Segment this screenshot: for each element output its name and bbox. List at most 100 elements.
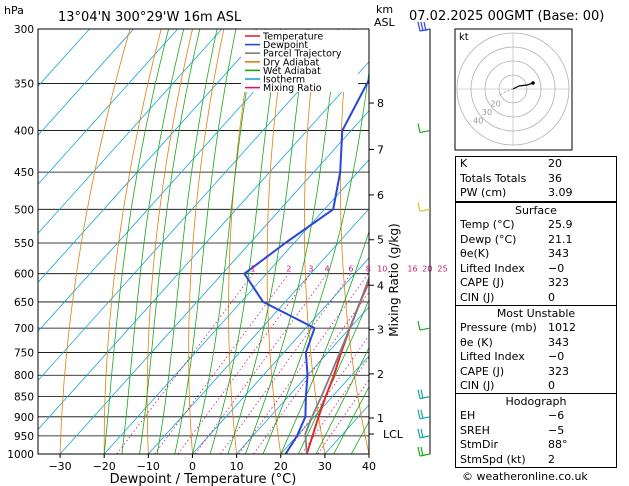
- wind-barb-flag: [417, 409, 421, 419]
- row-label: Totals Totals: [460, 171, 527, 185]
- table-row: Temp (°C) 25.9: [456, 218, 616, 233]
- row-value: 0: [548, 379, 555, 393]
- pressure-tick-label: 650: [14, 297, 34, 309]
- mixing-ratio-axis-label: Mixing Ratio (g/kg): [387, 223, 401, 336]
- row-value: −0: [548, 261, 565, 275]
- mixing-ratio-label: 8: [366, 265, 371, 274]
- table-row: CIN (J) 0: [456, 291, 616, 306]
- legend-item-label: Temperature: [262, 32, 323, 43]
- wind-barbs: [417, 21, 431, 457]
- wind-barb: [419, 435, 431, 439]
- x-tick-label: −20: [93, 460, 116, 473]
- wind-barb-flag: [423, 21, 427, 32]
- isotherm: [38, 29, 134, 136]
- hodograph-trace: [512, 82, 534, 90]
- height-unit-km: km: [376, 3, 393, 16]
- height-tick-label: 7: [377, 143, 384, 156]
- table-row: Lifted Index −0: [456, 350, 616, 365]
- most-unstable-title: Most Unstable: [496, 307, 576, 320]
- row-label: CAPE (J): [460, 276, 505, 290]
- isotherm: [59, 110, 369, 454]
- row-label: EH: [460, 409, 476, 422]
- table-row: EH −6: [456, 409, 616, 424]
- row-value: −5: [548, 423, 565, 437]
- lcl-label: LCL: [383, 428, 404, 441]
- height-tick-label: 5: [377, 234, 384, 247]
- table-row: Lifted Index −0: [456, 262, 616, 277]
- height-tick-label: 3: [377, 324, 384, 337]
- mixing-ratio-label: 16: [407, 265, 417, 274]
- table-row: θe (K) 343: [456, 336, 616, 351]
- pressure-tick-label: 700: [14, 323, 34, 335]
- wind-barb-flag: [420, 428, 424, 439]
- background-lines: [38, 29, 369, 454]
- row-label: Lifted Index: [460, 261, 525, 275]
- mixing-ratio-label: 6: [348, 265, 353, 274]
- height-axis: 1 2 3 4 5 6 7 8 LCL: [369, 97, 404, 441]
- mixing-ratio-label: 4: [325, 265, 330, 274]
- dry-adiabat: [59, 29, 131, 454]
- isotherm: [192, 257, 369, 454]
- axes: 3003504004505005506006507007508008509009…: [7, 24, 376, 473]
- wet-adiabat: [333, 385, 369, 454]
- hodograph-projection: [497, 88, 514, 97]
- x-tick-label: 10: [230, 460, 244, 473]
- row-value: 343: [548, 247, 569, 261]
- wet-adiabat: [103, 29, 169, 454]
- dewpoint-line: [243, 78, 369, 454]
- mixing-ratio-line: [317, 379, 369, 454]
- row-label: CIN (J): [460, 290, 495, 304]
- table-row: StmDir 88°: [456, 438, 616, 453]
- row-label: SREH: [460, 423, 490, 437]
- wind-barb-flag: [420, 389, 424, 399]
- row-value: 20: [548, 157, 562, 170]
- pressure-tick-label: 500: [14, 204, 34, 216]
- row-label: Pressure (mb): [460, 321, 537, 334]
- row-value: 36: [548, 171, 562, 185]
- row-label: θe (K): [460, 335, 493, 349]
- wind-barb: [419, 129, 431, 134]
- wind-barb-flag: [420, 446, 424, 457]
- pressure-tick-label: 800: [14, 370, 34, 382]
- isotherm: [38, 29, 179, 185]
- table-row: θe(K) 343: [456, 247, 616, 262]
- mixing-ratio-label: 2: [286, 265, 291, 274]
- legend-box: [241, 30, 358, 92]
- hodograph-ring-label: 20: [491, 99, 501, 108]
- mixing-ratio-line: [220, 273, 352, 454]
- row-value: 3.09: [548, 186, 573, 200]
- wet-adiabat: [121, 29, 185, 454]
- table-row: Totals Totals 36: [456, 172, 616, 187]
- dry-adiabat: [228, 29, 256, 454]
- pressure-tick-label: 300: [14, 24, 34, 36]
- wet-adiabat: [315, 346, 369, 454]
- wet-adiabat: [262, 68, 369, 454]
- pressure-tick-label: 1000: [7, 449, 34, 461]
- wind-barb: [419, 208, 431, 212]
- row-value: −6: [548, 409, 565, 422]
- mixing-ratio-label: 20: [422, 265, 432, 274]
- row-label: Lifted Index: [460, 350, 525, 364]
- wet-adiabat: [192, 29, 258, 454]
- most-unstable-table: Most Unstable Pressure (mb) 1012 θe (K) 343…: [455, 305, 617, 395]
- height-tick-label: 1: [377, 412, 384, 425]
- wind-barb-flag: [417, 123, 421, 133]
- footer-credit: © weatheronline.co.uk: [462, 470, 588, 483]
- pressure-tick-label: 350: [14, 78, 34, 90]
- hodograph-ring-label: 40: [473, 117, 483, 126]
- table-row: PW (cm) 3.09: [456, 186, 616, 201]
- wet-adiabat: [139, 29, 201, 454]
- x-tick-label: 30: [318, 460, 332, 473]
- mixing-ratio-line: [238, 273, 369, 454]
- wind-barb: [419, 453, 431, 457]
- pressure-tick-label: 900: [14, 412, 34, 424]
- legend-item-label: Dry Adiabat: [263, 57, 320, 68]
- row-label: θe(K): [460, 247, 490, 261]
- row-label: Dewp (°C): [460, 232, 517, 246]
- x-tick-label: 0: [189, 460, 196, 473]
- pressure-tick-label: 850: [14, 392, 34, 404]
- x-tick-label: −30: [48, 460, 71, 473]
